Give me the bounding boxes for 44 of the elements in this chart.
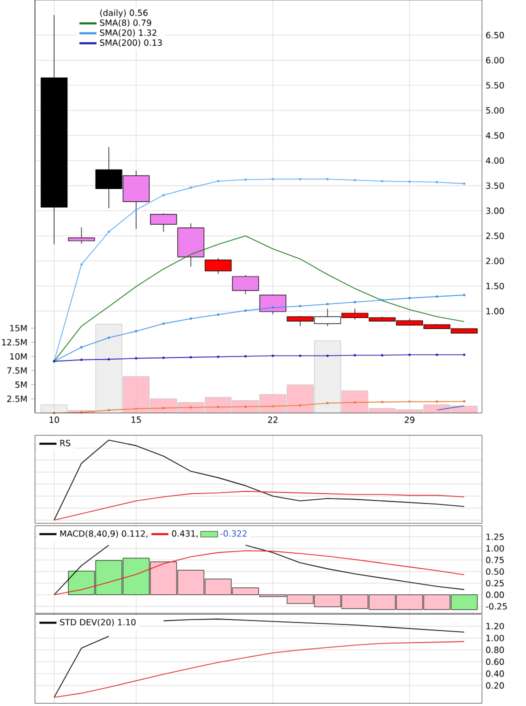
y-tick-label: 5.50 <box>486 82 504 89</box>
y-tick-label: -0.25 <box>486 603 507 610</box>
legend-label: STD DEV(20) 1.10 <box>60 618 136 626</box>
x-tick-label: 29 <box>404 416 414 423</box>
y-tick-label: 2.00 <box>486 258 504 264</box>
y-tick-label: 1.00 <box>486 634 504 642</box>
y2-tick-label: 10M <box>10 353 27 360</box>
y-tick-label: 0.20 <box>486 682 504 689</box>
y-tick-label: 1.20 <box>486 622 504 630</box>
y2-tick-label: 5M <box>15 382 27 388</box>
y-tick-label: 4.00 <box>486 157 504 164</box>
y-tick-label: 0.75 <box>486 556 504 564</box>
y-tick-label: 6.00 <box>486 57 504 64</box>
y-tick-label: 0.50 <box>486 568 504 575</box>
y2-tick-label: 15M <box>10 324 27 332</box>
legend-label: MACD(8,40,9) 0.112, <box>60 530 148 538</box>
y-tick-label: 2.50 <box>486 232 504 240</box>
legend-label: RS <box>60 440 70 446</box>
y2-tick-label: 7.5M <box>7 367 27 374</box>
y-tick-label: 0.25 <box>486 580 504 586</box>
y-tick-label: 3.00 <box>486 208 504 214</box>
legend-label: SMA(200) 0.13 <box>100 39 162 47</box>
y-tick-label: 1.25 <box>486 534 504 540</box>
legend-label: SMA(20) 1.32 <box>100 29 156 37</box>
legend-label: 0.431, <box>172 530 198 538</box>
legend-label: -0.322 <box>220 530 247 537</box>
legend-label: SMA(8) 0.79 <box>100 19 152 27</box>
text: (daily) 0.56 <box>100 9 148 18</box>
y2-tick-label: 12.5M <box>2 339 27 346</box>
x-tick-label: 15 <box>132 416 141 423</box>
y-tick-label: 0.80 <box>486 646 504 654</box>
y-tick-label: 6.50 <box>486 32 504 38</box>
y-tick-label: 5.00 <box>486 107 504 114</box>
x-tick-label: 10 <box>50 416 59 423</box>
y-tick-label: 0.60 <box>486 658 504 665</box>
y-tick-label: 0.40 <box>486 670 504 677</box>
x-tick-label: 22 <box>268 416 278 423</box>
y-tick-label: 1.50 <box>486 282 504 290</box>
y-tick-label: 1.00 <box>486 308 504 314</box>
y-tick-label: 4.50 <box>486 132 504 139</box>
y2-tick-label: 2.5M <box>7 396 27 402</box>
y-tick-label: 3.50 <box>486 182 504 189</box>
y-tick-label: 1.00 <box>486 545 504 552</box>
y-tick-label: 0.00 <box>486 592 504 598</box>
